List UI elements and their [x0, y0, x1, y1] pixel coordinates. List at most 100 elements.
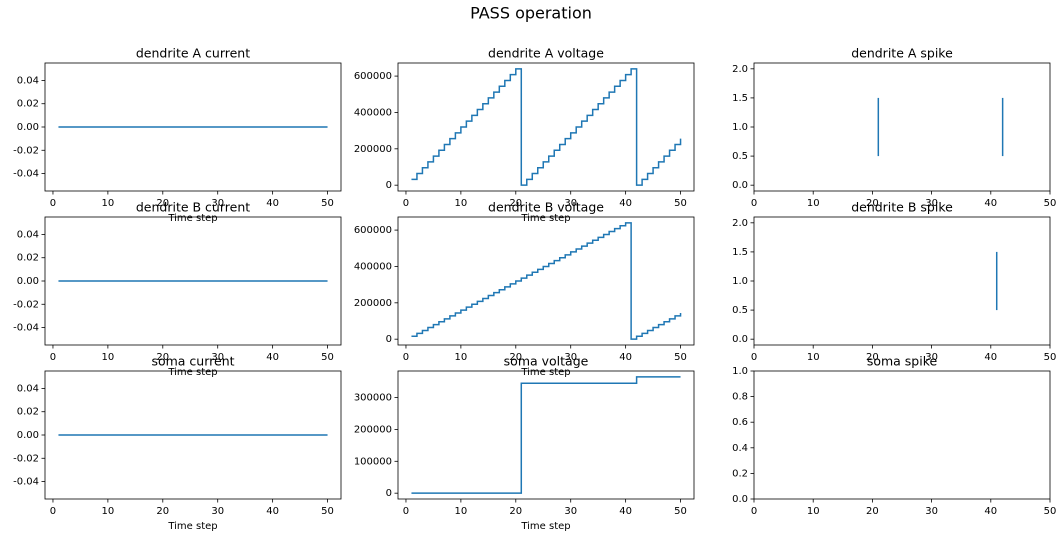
- x-axis-label: Time step: [520, 521, 570, 532]
- axes-frame: [397, 370, 695, 500]
- data-line: [411, 376, 681, 494]
- subplot-title: dendrite B spike: [851, 200, 953, 215]
- x-tick-label: 10: [807, 198, 820, 209]
- subplot-title: dendrite A spike: [851, 46, 953, 61]
- x-tick-label: 0: [751, 198, 757, 209]
- y-tick-label: 0.4: [732, 443, 748, 454]
- subplot-title: soma current: [151, 354, 234, 369]
- x-tick-label: 10: [455, 506, 468, 517]
- y-tick-label: 0.5: [732, 305, 748, 316]
- x-tick-label: 20: [866, 506, 879, 517]
- axes-frame: [397, 216, 695, 346]
- y-tick-label: 0.8: [732, 392, 748, 403]
- y-tick-label: 0: [386, 180, 392, 191]
- y-tick-label: 0.5: [732, 151, 748, 162]
- x-tick-label: 30: [925, 506, 938, 517]
- y-tick-label: 0.00: [17, 430, 39, 441]
- x-tick-label: 40: [619, 198, 632, 209]
- y-tick-label: 1.5: [732, 247, 748, 258]
- y-tick-label: 0: [386, 334, 392, 345]
- x-tick-label: 40: [984, 506, 997, 517]
- x-tick-label: 50: [321, 506, 334, 517]
- x-tick-label: 0: [751, 506, 757, 517]
- x-tick-label: 30: [925, 198, 938, 209]
- y-tick-label: 300000: [354, 393, 392, 404]
- x-tick-label: 10: [455, 198, 468, 209]
- y-tick-label: 2.0: [732, 64, 748, 75]
- subplot-title: dendrite B current: [136, 200, 250, 215]
- y-tick-label: 0: [386, 488, 392, 499]
- x-tick-label: 40: [266, 506, 279, 517]
- y-tick-label: 0.00: [17, 122, 39, 133]
- x-tick-label: 40: [266, 352, 279, 363]
- x-tick-label: 0: [751, 352, 757, 363]
- x-tick-label: 0: [50, 506, 56, 517]
- x-tick-label: 20: [866, 352, 879, 363]
- x-tick-label: 50: [321, 352, 334, 363]
- y-tick-label: 600000: [354, 71, 392, 82]
- x-tick-label: 50: [1044, 352, 1057, 363]
- axes-frame: [753, 216, 1051, 346]
- x-tick-label: 40: [266, 198, 279, 209]
- axes-frame: [753, 370, 1051, 500]
- x-axis-label: Time step: [167, 213, 217, 224]
- y-tick-label: 0.02: [17, 407, 39, 418]
- x-tick-label: 0: [403, 506, 409, 517]
- y-tick-label: 0.0: [732, 180, 748, 191]
- y-tick-label: -0.02: [13, 145, 39, 156]
- y-tick-label: 0.0: [732, 334, 748, 345]
- x-tick-label: 20: [156, 352, 169, 363]
- x-tick-label: 20: [866, 198, 879, 209]
- y-tick-label: 0.04: [17, 75, 39, 86]
- subplot-title: dendrite A current: [136, 46, 250, 61]
- y-tick-label: 1.5: [732, 93, 748, 104]
- x-tick-label: 30: [925, 352, 938, 363]
- x-tick-label: 40: [619, 352, 632, 363]
- x-tick-label: 30: [564, 506, 577, 517]
- y-tick-label: 600000: [354, 225, 392, 236]
- x-tick-label: 10: [102, 198, 115, 209]
- x-tick-label: 0: [403, 352, 409, 363]
- x-tick-label: 0: [50, 352, 56, 363]
- x-tick-label: 30: [211, 352, 224, 363]
- figure-title: PASS operation: [470, 4, 592, 23]
- x-axis-label: Time step: [520, 213, 570, 224]
- x-tick-label: 30: [564, 198, 577, 209]
- y-tick-label: 100000: [354, 456, 392, 467]
- data-line: [411, 222, 682, 340]
- y-tick-label: 0.02: [17, 253, 39, 264]
- y-tick-label: 0.04: [17, 383, 39, 394]
- y-tick-label: 200000: [354, 298, 392, 309]
- x-tick-label: 10: [455, 352, 468, 363]
- x-tick-label: 0: [403, 198, 409, 209]
- x-tick-label: 50: [674, 352, 687, 363]
- x-tick-label: 40: [984, 198, 997, 209]
- axes-frame: [753, 62, 1051, 192]
- subplot-title: soma voltage: [504, 354, 589, 369]
- y-tick-label: 200000: [354, 424, 392, 435]
- x-tick-label: 30: [211, 198, 224, 209]
- y-tick-label: 0.0: [732, 494, 748, 505]
- axes-frame: [44, 62, 342, 192]
- x-tick-label: 20: [509, 506, 522, 517]
- y-tick-label: 0.04: [17, 229, 39, 240]
- y-tick-label: 1.0: [732, 276, 748, 287]
- x-tick-label: 20: [509, 352, 522, 363]
- x-tick-label: 0: [50, 198, 56, 209]
- x-axis-label: Time step: [520, 367, 570, 378]
- y-tick-label: -0.04: [13, 169, 39, 180]
- x-tick-label: 50: [1044, 198, 1057, 209]
- y-tick-label: 0.2: [732, 468, 748, 479]
- x-axis-label: Time step: [167, 521, 217, 532]
- y-tick-label: 0.00: [17, 276, 39, 287]
- data-line: [411, 68, 682, 186]
- x-axis-label: Time step: [167, 367, 217, 378]
- x-tick-label: 30: [564, 352, 577, 363]
- y-tick-label: 400000: [354, 107, 392, 118]
- x-tick-label: 10: [102, 506, 115, 517]
- axes-frame: [397, 62, 695, 192]
- y-tick-label: -0.04: [13, 477, 39, 488]
- y-tick-label: 400000: [354, 261, 392, 272]
- y-tick-label: -0.04: [13, 323, 39, 334]
